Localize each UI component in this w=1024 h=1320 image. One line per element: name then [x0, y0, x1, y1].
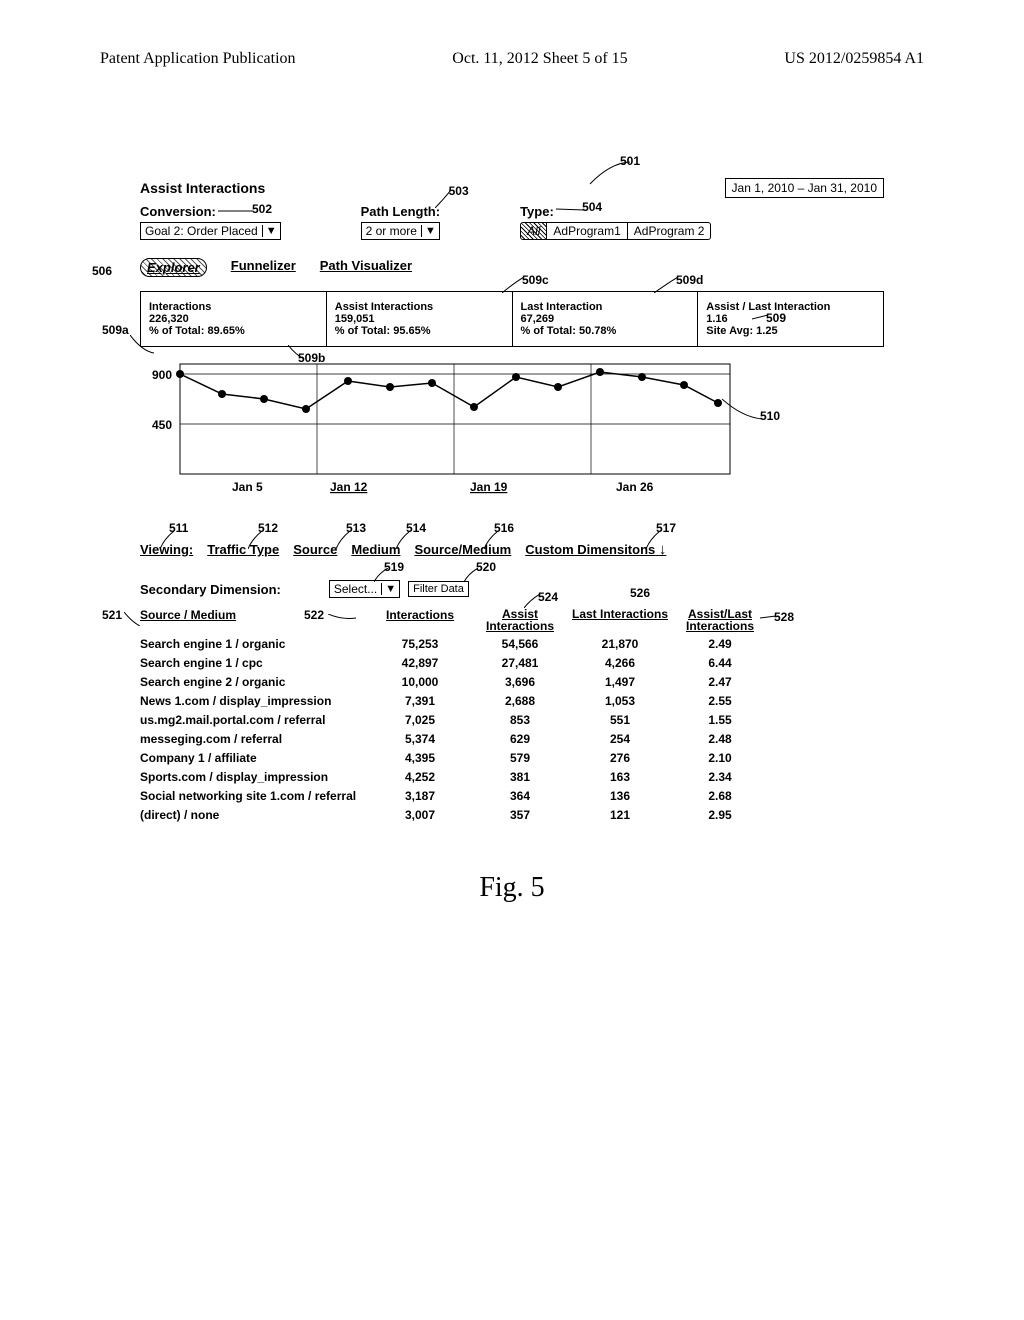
stat-interactions: Interactions 226,320 % of Total: 89.65%	[141, 292, 327, 346]
view-custom[interactable]: Custom Dimensitons ↓	[525, 541, 666, 558]
svg-text:450: 450	[152, 418, 172, 432]
table-row: Sports.com / display_impression4,2523811…	[140, 770, 884, 784]
page-title: Assist Interactions	[140, 180, 265, 196]
conversion-value: Goal 2: Order Placed	[141, 223, 262, 239]
callout-509a: 509a	[102, 323, 129, 337]
table-row: Search engine 1 / cpc42,89727,4814,2666.…	[140, 656, 884, 670]
data-table: Source / Medium Interactions Assist Inte…	[140, 608, 884, 822]
view-traffic-type[interactable]: Traffic Type	[207, 542, 279, 557]
table-row: us.mg2.mail.portal.com / referral7,02585…	[140, 713, 884, 727]
callout-506: 506	[92, 264, 112, 278]
tab-funnelizer[interactable]: Funnelizer	[231, 258, 296, 277]
tab-path-visualizer[interactable]: Path Visualizer	[320, 258, 412, 277]
date-range[interactable]: Jan 1, 2010 – Jan 31, 2010	[725, 178, 884, 198]
svg-text:Jan 19: Jan 19	[470, 480, 508, 494]
view-source-medium[interactable]: Source/Medium	[414, 542, 511, 557]
svg-text:900: 900	[152, 368, 172, 382]
col-source-medium: Source / Medium	[140, 608, 370, 632]
tab-explorer[interactable]: Explorer	[140, 258, 207, 277]
header-center: Oct. 11, 2012 Sheet 5 of 15	[452, 50, 627, 68]
header-right: US 2012/0259854 A1	[784, 50, 924, 68]
callout-501: 501	[620, 154, 640, 168]
secondary-placeholder: Select...	[330, 581, 381, 597]
chevron-down-icon: ▼	[381, 583, 399, 595]
path-label: Path Length:	[361, 204, 440, 219]
stats-row: Interactions 226,320 % of Total: 89.65% …	[140, 291, 884, 347]
table-row: (direct) / none3,0073571212.95	[140, 808, 884, 822]
table-row: messeging.com / referral5,3746292542.48	[140, 732, 884, 746]
callout-520: 520	[476, 560, 496, 574]
svg-text:Jan 26: Jan 26	[616, 480, 654, 494]
col-assist-last: Assist/Last Interactions	[670, 608, 770, 632]
conversion-label: Conversion:	[140, 204, 281, 219]
table-header: Source / Medium Interactions Assist Inte…	[140, 608, 884, 632]
table-row: Social networking site 1.com / referral3…	[140, 789, 884, 803]
table-row: News 1.com / display_impression7,3912,68…	[140, 694, 884, 708]
chevron-down-icon: ▼	[262, 225, 280, 237]
stat-assist: Assist Interactions 159,051 % of Total: …	[327, 292, 513, 346]
secondary-select[interactable]: Select... ▼	[329, 580, 400, 598]
path-value: 2 or more	[362, 223, 421, 239]
chevron-down-icon: ▼	[421, 225, 439, 237]
view-source[interactable]: Source	[293, 542, 337, 557]
figure-label: Fig. 5	[80, 872, 944, 904]
table-row: Company 1 / affiliate4,3955792762.10	[140, 751, 884, 765]
type-adprogram2[interactable]: AdProgram 2	[628, 223, 711, 239]
secondary-label: Secondary Dimension:	[140, 582, 281, 597]
table-row: Search engine 2 / organic10,0003,6961,49…	[140, 675, 884, 689]
conversion-dropdown[interactable]: Goal 2: Order Placed ▼	[140, 222, 281, 240]
type-adprogram1[interactable]: AdProgram1	[547, 223, 627, 239]
stat-last: Last Interaction 67,269 % of Total: 50.7…	[513, 292, 699, 346]
col-assist: Assist Interactions	[470, 608, 570, 632]
type-label: Type:	[520, 204, 711, 219]
table-row: Search engine 1 / organic75,25354,56621,…	[140, 637, 884, 651]
path-dropdown[interactable]: 2 or more ▼	[361, 222, 440, 240]
header-left: Patent Application Publication	[100, 50, 296, 68]
col-last: Last Interactions	[570, 608, 670, 632]
type-buttons: All AdProgram1 AdProgram 2	[520, 222, 711, 240]
viewing-label: Viewing:	[140, 542, 193, 557]
callout-519: 519	[384, 560, 404, 574]
figure-content: 501 Assist Interactions Jan 1, 2010 – Ja…	[80, 178, 944, 822]
view-medium[interactable]: Medium	[351, 542, 400, 557]
stat-ratio: Assist / Last Interaction 1.16 Site Avg:…	[698, 292, 883, 346]
col-interactions: Interactions	[370, 608, 470, 632]
svg-text:Jan 5: Jan 5	[232, 480, 263, 494]
type-all[interactable]: All	[521, 223, 547, 239]
filter-button[interactable]: Filter Data	[408, 581, 469, 597]
patent-header: Patent Application Publication Oct. 11, …	[80, 50, 944, 68]
line-chart: 900 450 Jan 5 Jan 12 Jan 19 Jan 26	[140, 359, 780, 509]
callout-521: 521	[102, 608, 122, 622]
svg-text:Jan 12: Jan 12	[330, 480, 368, 494]
